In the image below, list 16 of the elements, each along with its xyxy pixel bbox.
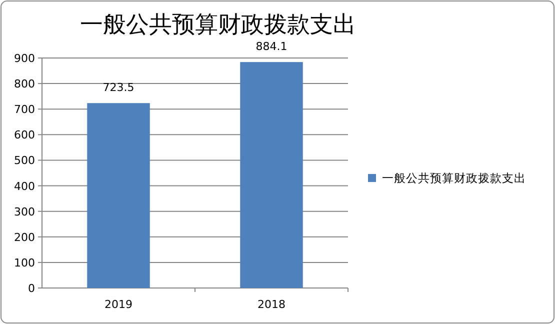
y-tick-label: 500 [14, 154, 35, 168]
y-tick-label: 800 [14, 78, 35, 91]
y-tick-label: 900 [14, 52, 35, 65]
y-tick-label: 600 [14, 128, 35, 142]
x-tick-label: 2018 [258, 298, 286, 311]
y-tick-label: 300 [14, 205, 35, 218]
chart-title: 一般公共预算财政拨款支出 [80, 12, 356, 38]
x-tick-label: 2019 [104, 298, 132, 311]
y-tick-label: 400 [14, 180, 35, 193]
y-tick-label: 100 [14, 256, 35, 270]
legend-label: 一般公共预算财政拨款支出 [382, 171, 526, 185]
y-tick-label: 200 [14, 230, 35, 244]
y-tick-label: 700 [14, 103, 35, 116]
data-label: 723.5 [102, 81, 134, 94]
y-tick-label: 0 [28, 282, 35, 295]
data-label: 884.1 [256, 40, 288, 54]
